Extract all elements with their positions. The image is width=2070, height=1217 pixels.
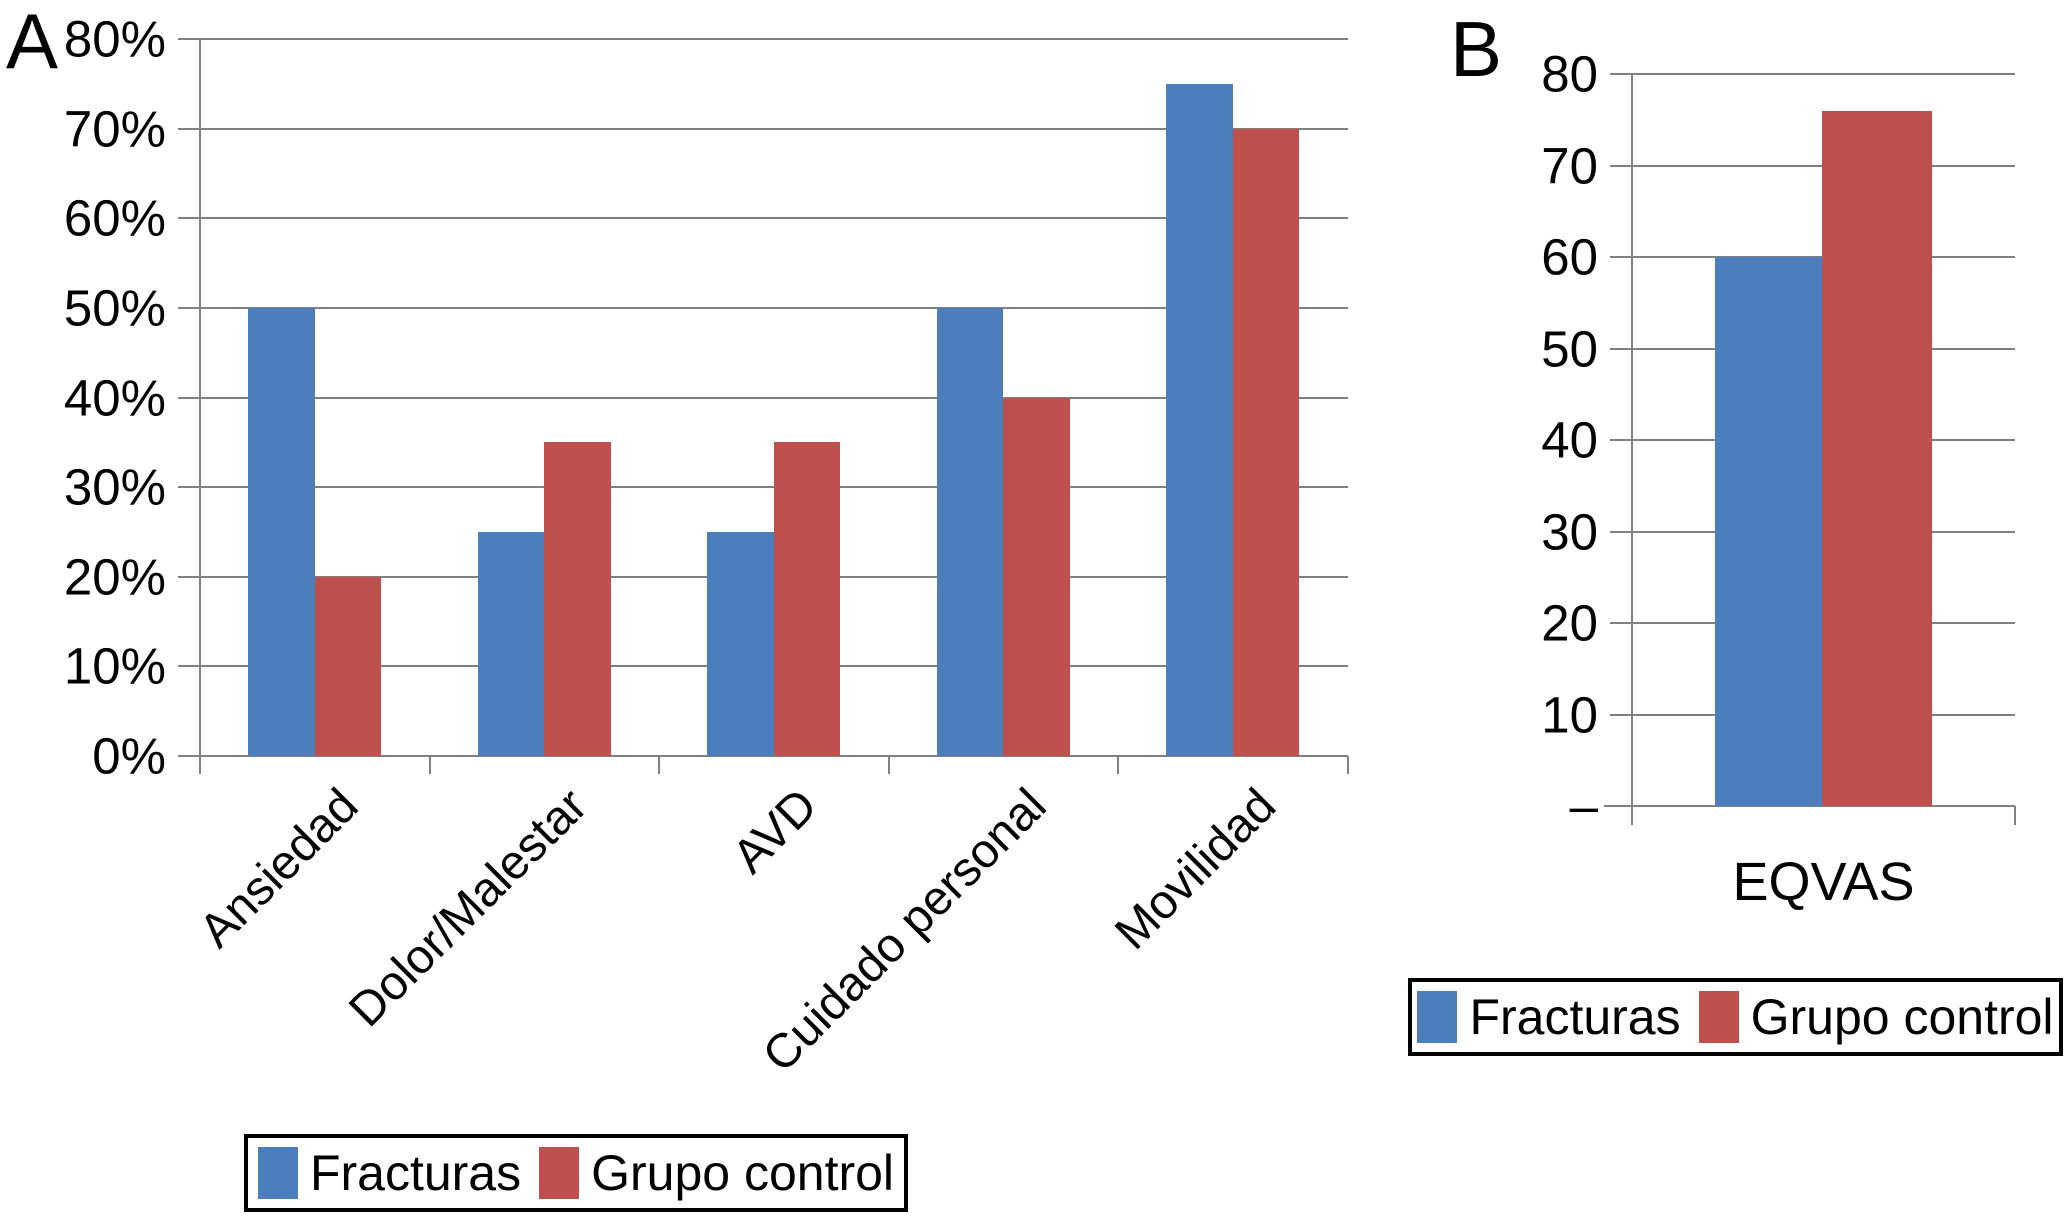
y-axis-tick bbox=[178, 575, 200, 578]
y-axis-tick bbox=[1610, 439, 1632, 441]
y-tick-label: 50% bbox=[63, 279, 166, 337]
y-tick-label: 30 bbox=[1541, 503, 1598, 560]
gridline bbox=[1632, 805, 2015, 807]
y-axis-tick bbox=[1610, 622, 1632, 624]
bar-fracturas-dolor-malestar bbox=[477, 531, 545, 756]
legend-item-fracturas: Fracturas bbox=[1417, 989, 1681, 1045]
bar-grupo-control-dolor-malestar bbox=[544, 442, 611, 756]
legend-item-grupo-control: Grupo control bbox=[1698, 989, 2054, 1045]
y-tick-label: 0% bbox=[92, 727, 166, 785]
bar-fracturas-avd bbox=[707, 531, 774, 756]
x-axis-tick bbox=[1631, 806, 1633, 825]
y-axis-tick bbox=[178, 755, 200, 757]
panel-a-label: A bbox=[6, 0, 59, 85]
y-axis-tick bbox=[1610, 73, 1632, 75]
bar-grupo-control-avd bbox=[773, 442, 841, 756]
y-tick-label: 10 bbox=[1541, 686, 1598, 743]
y-tick-label: 60 bbox=[1541, 228, 1598, 286]
x-axis-tick bbox=[428, 756, 431, 774]
fracturas-swatch-icon bbox=[1417, 991, 1458, 1043]
gridline bbox=[1632, 73, 2015, 75]
gridline bbox=[200, 127, 1348, 130]
bar-fracturas-eqvas bbox=[1715, 257, 1822, 806]
legend-label-fracturas: Fracturas bbox=[309, 1145, 522, 1201]
category-label: AVD bbox=[722, 778, 828, 884]
y-axis-tick bbox=[178, 127, 200, 130]
bar-fracturas-cuidado-personal bbox=[936, 307, 1004, 756]
bar-fracturas-ansiedad bbox=[248, 307, 315, 756]
category-label: Ansiedad bbox=[189, 778, 369, 958]
x-axis-tick bbox=[1117, 756, 1120, 774]
y-tick-label: 80 bbox=[1541, 45, 1598, 103]
y-axis-tick bbox=[1610, 164, 1632, 167]
chart-a-legend: Fracturas Grupo control bbox=[244, 1134, 908, 1212]
gridline bbox=[200, 38, 1348, 40]
x-axis-tick bbox=[1347, 756, 1349, 774]
y-tick-label: 60% bbox=[63, 189, 166, 247]
legend-label-grupo-control: Grupo control bbox=[1750, 989, 2054, 1045]
y-tick-label: 50 bbox=[1541, 320, 1598, 377]
grupo-control-swatch-icon bbox=[539, 1147, 580, 1199]
legend-item-fracturas: Fracturas bbox=[257, 1145, 522, 1201]
y-tick-label: 40 bbox=[1541, 411, 1598, 469]
fracturas-swatch-icon bbox=[257, 1147, 298, 1199]
y-axis-tick bbox=[178, 306, 200, 309]
y-tick-label: 10% bbox=[63, 637, 166, 695]
x-axis-tick bbox=[199, 756, 201, 774]
y-tick-label: 20 bbox=[1541, 594, 1598, 652]
y-axis-line bbox=[199, 39, 201, 774]
bar-grupo-control-cuidado-personal bbox=[1003, 397, 1070, 756]
y-tick-label: 30% bbox=[63, 458, 166, 516]
y-axis-tick bbox=[1610, 713, 1632, 716]
y-tick-label: 80% bbox=[63, 10, 166, 68]
y-axis-tick bbox=[1610, 347, 1632, 350]
category-label: Movilidad bbox=[1105, 778, 1287, 960]
x-axis-tick bbox=[2014, 806, 2016, 825]
y-tick-label: – bbox=[1569, 777, 1598, 835]
y-tick-label: 70% bbox=[63, 100, 166, 158]
category-label: EQVAS bbox=[1732, 852, 1915, 912]
bar-grupo-control-ansiedad bbox=[314, 576, 381, 756]
y-axis-tick bbox=[178, 665, 200, 668]
x-axis-tick bbox=[658, 756, 661, 774]
bar-grupo-control-movilidad bbox=[1232, 128, 1300, 756]
x-axis-tick bbox=[887, 756, 890, 774]
category-label: Dolor/Malestar bbox=[339, 778, 598, 1038]
y-tick-label: 20% bbox=[63, 548, 166, 606]
chart-b-legend: Fracturas Grupo control bbox=[1408, 978, 2063, 1056]
y-axis-tick bbox=[178, 217, 200, 220]
grupo-control-swatch-icon bbox=[1698, 991, 1739, 1043]
bar-fracturas-movilidad bbox=[1166, 83, 1233, 756]
bar-grupo-control-eqvas bbox=[1822, 110, 1932, 806]
panel-b-label: B bbox=[1450, 5, 1503, 93]
legend-label-grupo-control: Grupo control bbox=[591, 1145, 895, 1201]
y-axis-tick bbox=[1610, 530, 1632, 533]
y-tick-label: 70 bbox=[1541, 137, 1598, 194]
gridline bbox=[200, 306, 1348, 309]
y-axis-tick bbox=[178, 396, 200, 399]
gridline bbox=[200, 396, 1348, 399]
y-axis-tick bbox=[178, 486, 200, 489]
x-axis-baseline-extension bbox=[1604, 805, 1632, 807]
y-tick-label: 40% bbox=[63, 369, 166, 426]
y-axis-line bbox=[1631, 74, 1633, 825]
gridline bbox=[200, 217, 1348, 220]
legend-label-fracturas: Fracturas bbox=[1469, 989, 1681, 1045]
gridline bbox=[200, 755, 1348, 757]
y-axis-tick bbox=[178, 38, 200, 40]
y-axis-tick bbox=[1610, 256, 1632, 258]
legend-item-grupo-control: Grupo control bbox=[539, 1147, 894, 1199]
